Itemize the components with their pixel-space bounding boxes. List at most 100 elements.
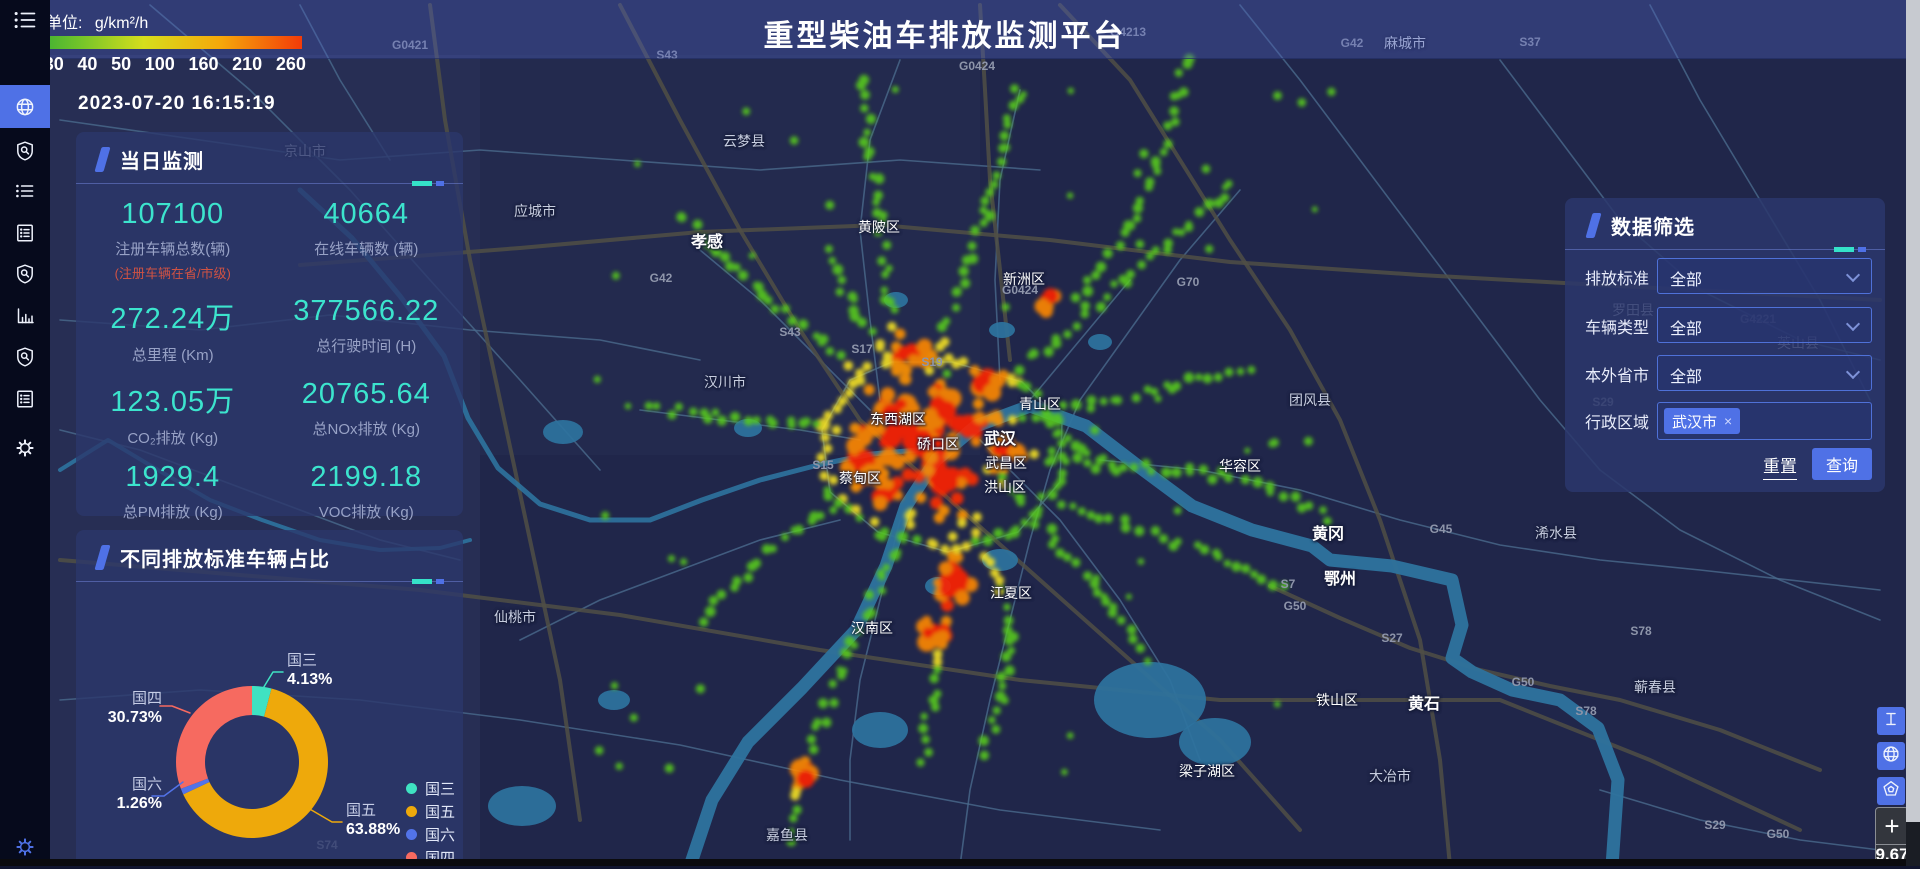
sidebar-item-globe-1[interactable] [0,85,50,128]
heat-tick-100: 100 [144,54,175,74]
pie-callout-国四: 国四 30.73% [107,690,162,727]
legend-dot [406,806,417,817]
select-value: 全部 [1670,321,1703,338]
stat-value: 377566.22 [293,295,440,327]
select-value: 全部 [1670,272,1703,289]
stat-value: 20765.64 [301,378,431,410]
shield-search-icon [14,263,36,285]
pie-slice-国六[interactable] [180,778,210,795]
data-filter-panel: 数据筛选 排放标准 全部 车辆类型 全部 本外省市 全部 行政区域 武汉市 × 重置 查询 [1565,198,1885,492]
map-tool-pentagon-button[interactable] [1877,777,1905,805]
stat-label: 在线车辆数 (辆) [314,241,419,258]
filter-row-本外省市: 本外省市 全部 [1565,355,1885,391]
chevron-down-icon [1845,316,1861,332]
scrollbar-corner [1906,822,1920,866]
stat-label: VOC排放 (Kg) [318,504,414,521]
heat-legend-unit: g/km²/h [94,15,149,32]
bar-chart-icon [14,305,36,327]
sidebar-item-doc-list-4[interactable] [0,213,50,253]
map-tool-globe-button[interactable] [1877,742,1905,770]
zoom-in-button[interactable]: + [1876,808,1908,845]
stat-label: 总行驶时间 (H) [316,338,417,355]
sidebar [0,0,50,866]
region-tag-input[interactable]: 武汉市 × [1657,402,1872,440]
heat-tick-260: 260 [275,54,306,74]
query-button[interactable]: 查询 [1812,448,1872,480]
select-本外省市[interactable]: 全部 [1657,355,1872,391]
filter-row-行政区域: 行政区域 武汉市 × [1565,402,1885,440]
stat-value: 1929.4 [125,461,221,493]
doc-list-icon [14,388,36,410]
stat-总里程 (Km): 272.24万 总里程 (Km) [76,295,270,378]
sidebar-item-bar-chart-6[interactable] [0,296,50,336]
list-icon [14,180,36,202]
menu-list-icon[interactable] [0,3,50,37]
chevron-down-icon [1845,364,1861,380]
header-bar: 重型柴油车排放监测平台 [0,0,1906,59]
sidebar-item-list-3[interactable] [0,171,50,211]
today-monitor-panel: 当日监测 107100 注册车辆总数(辆) (注册车辆在省/市级) 40664 在线车辆… [76,132,463,521]
horizontal-scrollbar[interactable] [0,859,1920,866]
globe-icon [14,96,36,118]
gear-icon [14,437,36,459]
pie-legend: 国三国五国六国四 [406,777,455,869]
stat-value: 2199.18 [310,461,423,493]
stat-value: 107100 [121,198,225,230]
legend-dot [406,829,417,840]
pie-slice-国四[interactable] [176,686,252,789]
reset-button[interactable]: 重置 [1763,452,1797,480]
sidebar-item-gear-9[interactable] [0,428,50,468]
stat-总PM排放 (Kg): 1929.4 总PM排放 (Kg) [76,461,270,535]
sidebar-item-shield-search-7[interactable] [0,337,50,377]
title-slash-decor [94,147,111,172]
pie-slice-国三[interactable] [252,686,272,717]
doc-list-icon [14,222,36,244]
select-排放标准[interactable]: 全部 [1657,258,1872,294]
zoom-control: + 9.67 [1875,807,1909,866]
pie-callout-国五: 国五 63.88% [346,802,401,839]
field-label: 行政区域 [1585,415,1650,432]
pentagon-icon [1881,779,1901,804]
stat-总NOx排放 (Kg): 20765.64 总NOx排放 (Kg) [270,378,464,461]
shield-search-icon [14,346,36,368]
title-underline [76,579,463,584]
stat-注册车辆总数(辆): 107100 注册车辆总数(辆) (注册车辆在省/市级) [76,198,270,295]
stat-VOC排放 (Kg): 2199.18 VOC排放 (Kg) [270,461,464,535]
stat-在线车辆数 (辆): 40664 在线车辆数 (辆) [270,198,464,295]
stat-label: 总PM排放 (Kg) [122,504,223,521]
map-tool-measure-button[interactable] [1877,707,1905,735]
field-label: 排放标准 [1585,271,1650,288]
sidebar-item-shield-search-5[interactable] [0,254,50,294]
sidebar-item-doc-list-8[interactable] [0,379,50,419]
legend-dot [406,783,417,794]
today-monitor-title: 当日监测 [120,151,204,173]
settings-gear-icon[interactable] [0,832,50,862]
select-车辆类型[interactable]: 全部 [1657,307,1872,343]
field-label: 车辆类型 [1585,320,1650,337]
tag-close-icon[interactable]: × [1724,413,1733,429]
pie-slice-国五[interactable] [183,688,328,838]
stat-label: 注册车辆总数(辆) [115,241,231,258]
vertical-scrollbar[interactable] [1906,0,1920,822]
pie-legend-item-国六[interactable]: 国六 [406,823,455,846]
heat-tick-50: 50 [111,54,132,74]
pie-callout-国六: 国六 1.26% [116,776,162,813]
stat-label: CO₂排放 (Kg) [127,430,219,447]
stat-CO₂排放 (Kg): 123.05万 CO₂排放 (Kg) [76,378,270,461]
legend-dot [406,852,417,863]
pie-panel-title: 不同排放标准车辆占比 [120,549,330,571]
pie-legend-item-国三[interactable]: 国三 [406,777,455,800]
sidebar-item-shield-search-2[interactable] [0,131,50,171]
tag-武汉市[interactable]: 武汉市 × [1664,408,1741,434]
stat-value: 272.24万 [110,303,236,335]
filter-panel-title: 数据筛选 [1611,217,1695,239]
current-datetime: 2023-07-20 16:15:19 [78,93,276,114]
today-monitor-stats: 107100 注册车辆总数(辆) (注册车辆在省/市级) 40664 在线车辆数 (辆)… [76,184,463,535]
stat-value: 123.05万 [110,386,236,418]
heat-gradient-bar [14,36,302,49]
stat-value: 40664 [323,198,410,230]
pie-legend-item-国五[interactable]: 国五 [406,800,455,823]
filter-row-排放标准: 排放标准 全部 [1565,258,1885,294]
stat-note: (注册车辆在省/市级) [114,266,231,281]
